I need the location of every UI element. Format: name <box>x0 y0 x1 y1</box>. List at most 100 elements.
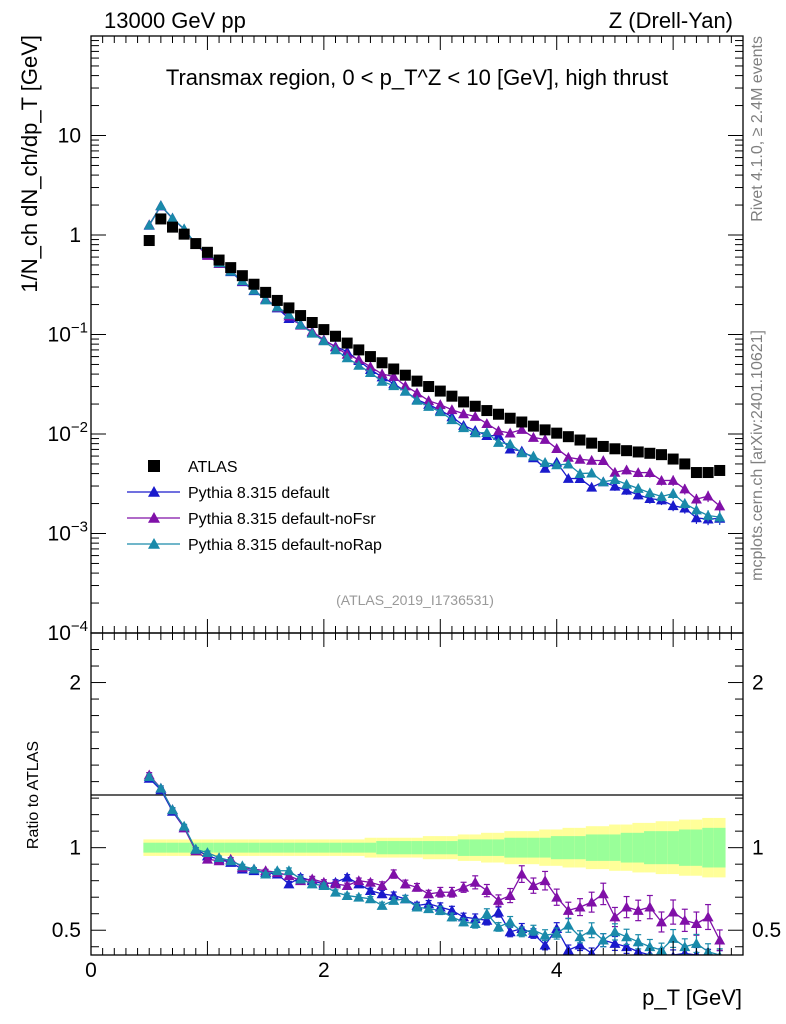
marker-noRap <box>143 219 155 230</box>
band-stat <box>318 842 330 853</box>
ratio-marker-noFsr <box>667 906 679 917</box>
main-y-tick-labels: 10 1 10−1 10−2 10−3 10−4 <box>48 125 88 646</box>
ratio-marker-noRap <box>213 852 225 862</box>
band-stat <box>434 841 447 855</box>
ratio-marker-noFsr <box>504 890 516 900</box>
ratio-y-tick-label: 1 <box>69 837 81 860</box>
atlas-data-point <box>295 310 307 322</box>
marker-noFsr <box>679 483 691 494</box>
band-stat <box>527 837 540 858</box>
marker-noFsr <box>632 467 644 478</box>
marker-noRap <box>376 375 388 386</box>
atlas-data-point <box>353 344 365 356</box>
band-stat <box>155 842 167 853</box>
ratio-marker-default <box>376 888 388 899</box>
band-stat <box>690 829 703 866</box>
chart-title: Transmax region, 0 < p_T^Z < 10 [GeV], h… <box>166 65 668 90</box>
atlas-data-point <box>213 254 225 266</box>
atlas-data-point <box>539 424 551 436</box>
marker-noFsr <box>458 408 470 419</box>
ratio-marker-noRap <box>271 865 283 876</box>
ratio-marker-default <box>481 914 493 925</box>
ratio-marker-noRap <box>504 916 516 927</box>
band-stat <box>632 832 645 863</box>
ratio-marker-noRap <box>423 903 435 914</box>
atlas-data-point <box>376 357 388 369</box>
band-stat <box>469 839 482 856</box>
band-stat <box>574 836 586 860</box>
band-stat <box>411 841 423 855</box>
atlas-data-point <box>493 408 504 420</box>
marker-noRap <box>481 427 493 438</box>
marker-noFsr <box>551 443 563 453</box>
band-stat <box>294 842 307 853</box>
legend-label-atlas: ATLAS <box>188 459 238 476</box>
band-stat <box>341 842 353 853</box>
band-stat <box>329 842 342 853</box>
ratio-marker-noFsr <box>679 914 691 925</box>
ratio-marker-noFsr <box>562 904 574 915</box>
band-stat <box>283 842 295 853</box>
marker-noFsr <box>423 395 435 406</box>
ratio-marker-noFsr <box>551 891 563 902</box>
marker-noRap <box>539 457 551 467</box>
atlas-data-point <box>551 427 563 439</box>
marker-noFsr <box>656 474 667 485</box>
ratio-marker-noFsr <box>527 880 539 891</box>
band-stat <box>644 831 656 865</box>
marker-noFsr <box>481 418 493 428</box>
marker-noFsr <box>667 474 679 485</box>
ratio-marker-noRap <box>341 890 353 900</box>
band-stat <box>143 842 156 853</box>
ratio-uncertainty-bands <box>143 817 726 878</box>
marker-noFsr <box>388 371 400 381</box>
marker-noFsr <box>586 454 598 465</box>
band-stat <box>248 842 260 853</box>
header-process: Z (Drell-Yan) <box>609 8 733 33</box>
ratio-marker-noFsr <box>283 870 295 881</box>
band-stat <box>376 841 388 855</box>
band-stat <box>457 839 470 856</box>
marker-noRap <box>632 482 644 493</box>
band-stat <box>655 831 668 865</box>
marker-noRap <box>434 406 446 417</box>
y-tick-label: 10−1 <box>48 320 88 347</box>
atlas-data-point <box>446 390 458 402</box>
y-tick-label: 10−3 <box>48 519 88 546</box>
ratio-marker-noFsr <box>632 904 644 915</box>
atlas-data-point <box>458 396 470 408</box>
band-stat <box>236 842 249 853</box>
marker-default <box>562 472 574 483</box>
marker-default <box>644 493 656 504</box>
marker-noRap <box>469 427 481 438</box>
atlas-data-point <box>714 464 726 476</box>
band-stat <box>667 831 679 865</box>
ratio-marker-noFsr <box>702 911 714 922</box>
marker-noFsr <box>609 466 621 477</box>
marker-noFsr <box>469 410 481 421</box>
ratio-marker-noFsr <box>690 918 702 929</box>
ratio-marker-default <box>341 871 353 882</box>
legend-marker-atlas <box>148 460 160 472</box>
marker-noFsr <box>364 361 376 372</box>
ratio-marker-noRap <box>597 934 609 945</box>
band-stat <box>224 842 237 853</box>
x-axis-label: p_T [GeV] <box>642 985 742 1010</box>
x-tick-label: 2 <box>318 959 330 982</box>
marker-noFsr <box>399 380 411 391</box>
ratio-marker-noFsr <box>353 875 365 886</box>
atlas-data-point <box>469 400 481 412</box>
ratio-marker-noRap <box>434 904 446 915</box>
ratio-marker-noRap <box>143 771 155 782</box>
marker-noRap <box>574 468 586 478</box>
marker-default <box>586 481 598 492</box>
marker-noFsr <box>376 368 388 379</box>
marker-noRap <box>667 488 679 498</box>
marker-noFsr <box>516 424 528 434</box>
ratio-marker-noRap <box>283 865 295 876</box>
band-stat <box>504 837 516 858</box>
band-stat <box>446 841 458 855</box>
ratio-marker-noFsr <box>341 880 353 891</box>
ratio-marker-noRap <box>236 860 248 871</box>
atlas-data-point <box>504 412 516 424</box>
